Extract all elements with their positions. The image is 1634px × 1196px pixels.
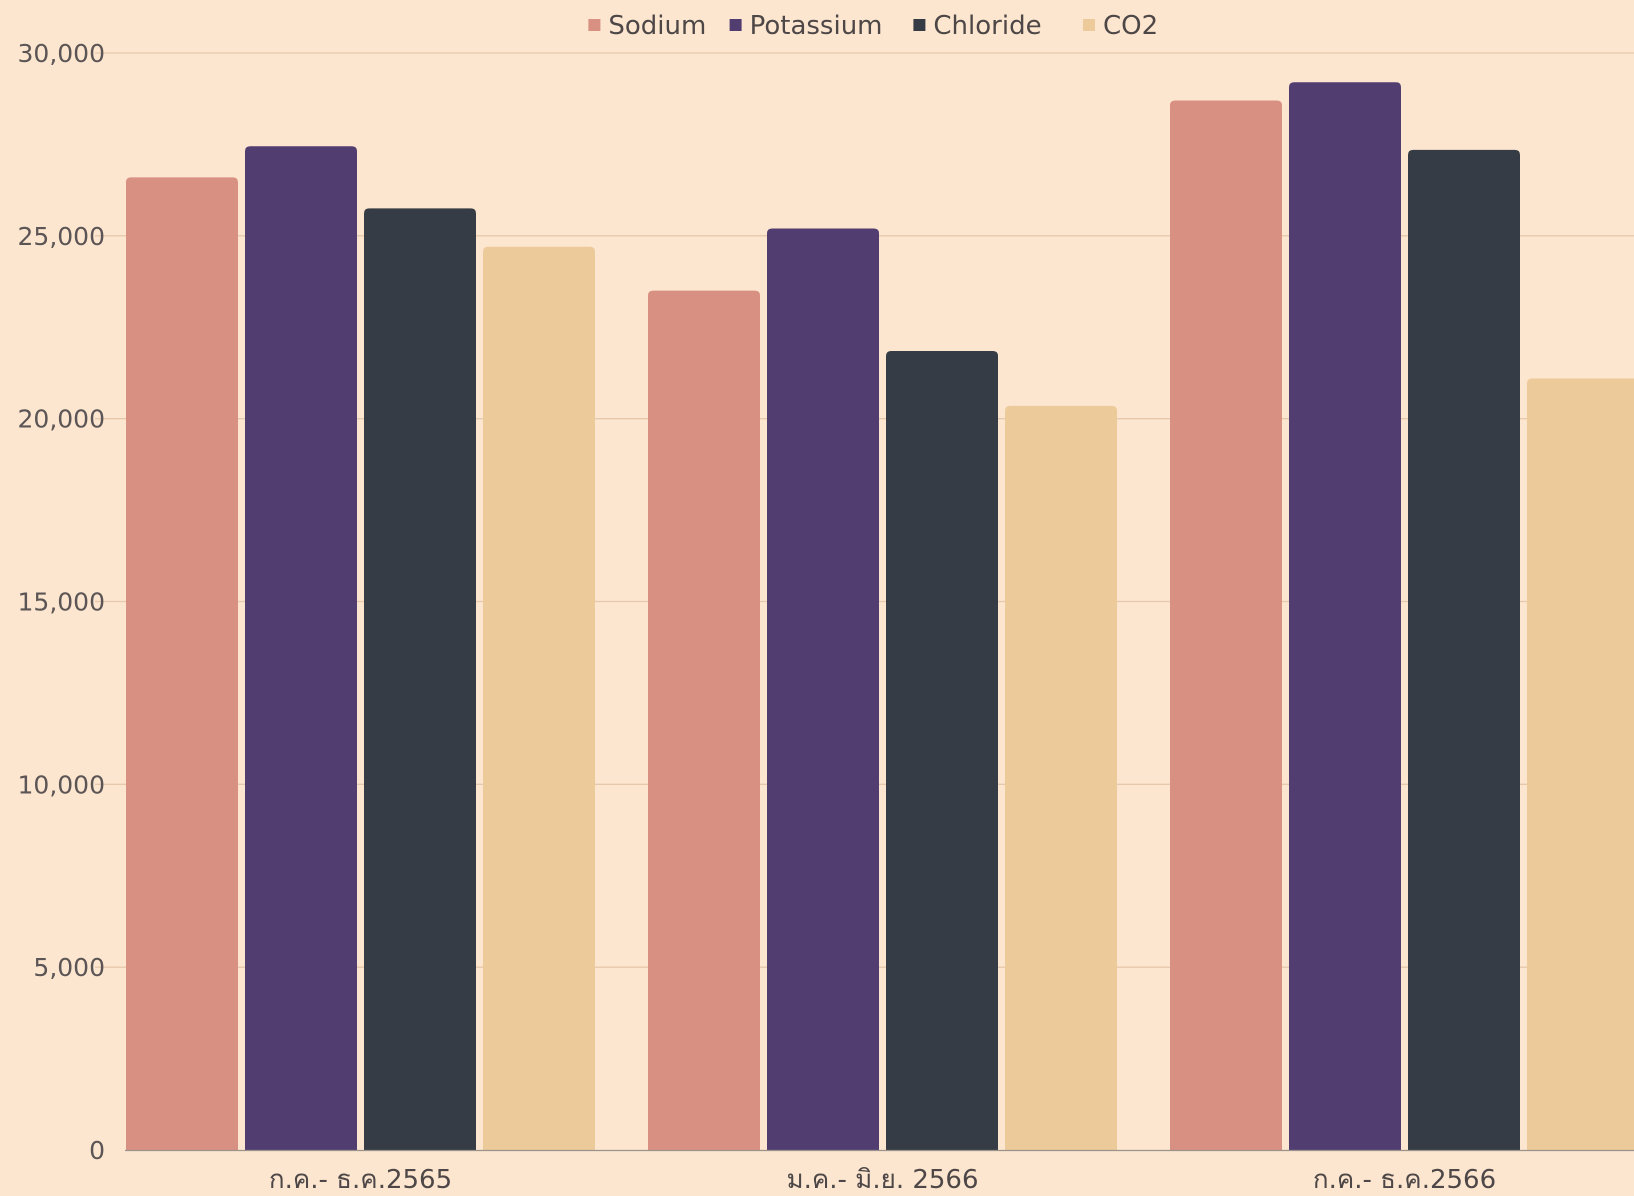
legend-swatch xyxy=(729,19,742,31)
bar-co2-0 xyxy=(483,246,595,1150)
y-tick-label: 30,000 xyxy=(18,39,105,68)
bar-sodium-1 xyxy=(648,290,760,1150)
legend-swatch xyxy=(913,19,926,31)
legend-label: Chloride xyxy=(933,11,1041,41)
legend-item-chloride: Chloride xyxy=(913,11,1042,41)
legend-item-potassium: Potassium xyxy=(729,11,883,41)
y-axis: 0 5,000 10,000 15,000 20,000 25,000 30,000 xyxy=(18,39,1634,1165)
bar-chloride-1 xyxy=(886,351,998,1151)
bars xyxy=(126,82,1634,1151)
y-tick-label: 25,000 xyxy=(18,222,105,251)
bar-chloride-0 xyxy=(364,208,476,1151)
legend-swatch xyxy=(588,19,601,31)
y-tick-label: 5,000 xyxy=(33,953,105,982)
legend-label: CO2 xyxy=(1103,11,1158,41)
legend-swatch xyxy=(1083,19,1095,31)
legend: Sodium Potassium Chloride CO2 xyxy=(588,11,1158,41)
y-tick-label: 20,000 xyxy=(18,405,105,434)
x-axis: ก.ค.- ธ.ค.2565 ม.ค.- มิ.ย. 2566 ก.ค.- ธ.ค.… xyxy=(269,1165,1496,1195)
x-category-label: ก.ค.- ธ.ค.2565 xyxy=(269,1165,452,1195)
legend-label: Sodium xyxy=(608,11,706,41)
legend-label: Potassium xyxy=(750,11,883,41)
x-category-label: ม.ค.- มิ.ย. 2566 xyxy=(786,1165,978,1195)
bar-sodium-0 xyxy=(126,177,238,1150)
bar-potassium-0 xyxy=(245,146,357,1150)
bar-co2-1 xyxy=(1005,405,1117,1150)
legend-item-co2: CO2 xyxy=(1083,11,1158,41)
bar-co2-2 xyxy=(1527,378,1634,1150)
bar-chloride-2 xyxy=(1408,149,1520,1150)
bar-potassium-1 xyxy=(767,228,879,1150)
y-tick-label: 10,000 xyxy=(18,770,105,799)
y-tick-label: 15,000 xyxy=(18,588,105,617)
bar-sodium-2 xyxy=(1170,100,1282,1151)
legend-item-sodium: Sodium xyxy=(588,11,706,41)
y-tick-label: 0 xyxy=(89,1136,105,1165)
bar-potassium-2 xyxy=(1289,82,1401,1151)
x-category-label: ก.ค.- ธ.ค.2566 xyxy=(1313,1165,1496,1195)
